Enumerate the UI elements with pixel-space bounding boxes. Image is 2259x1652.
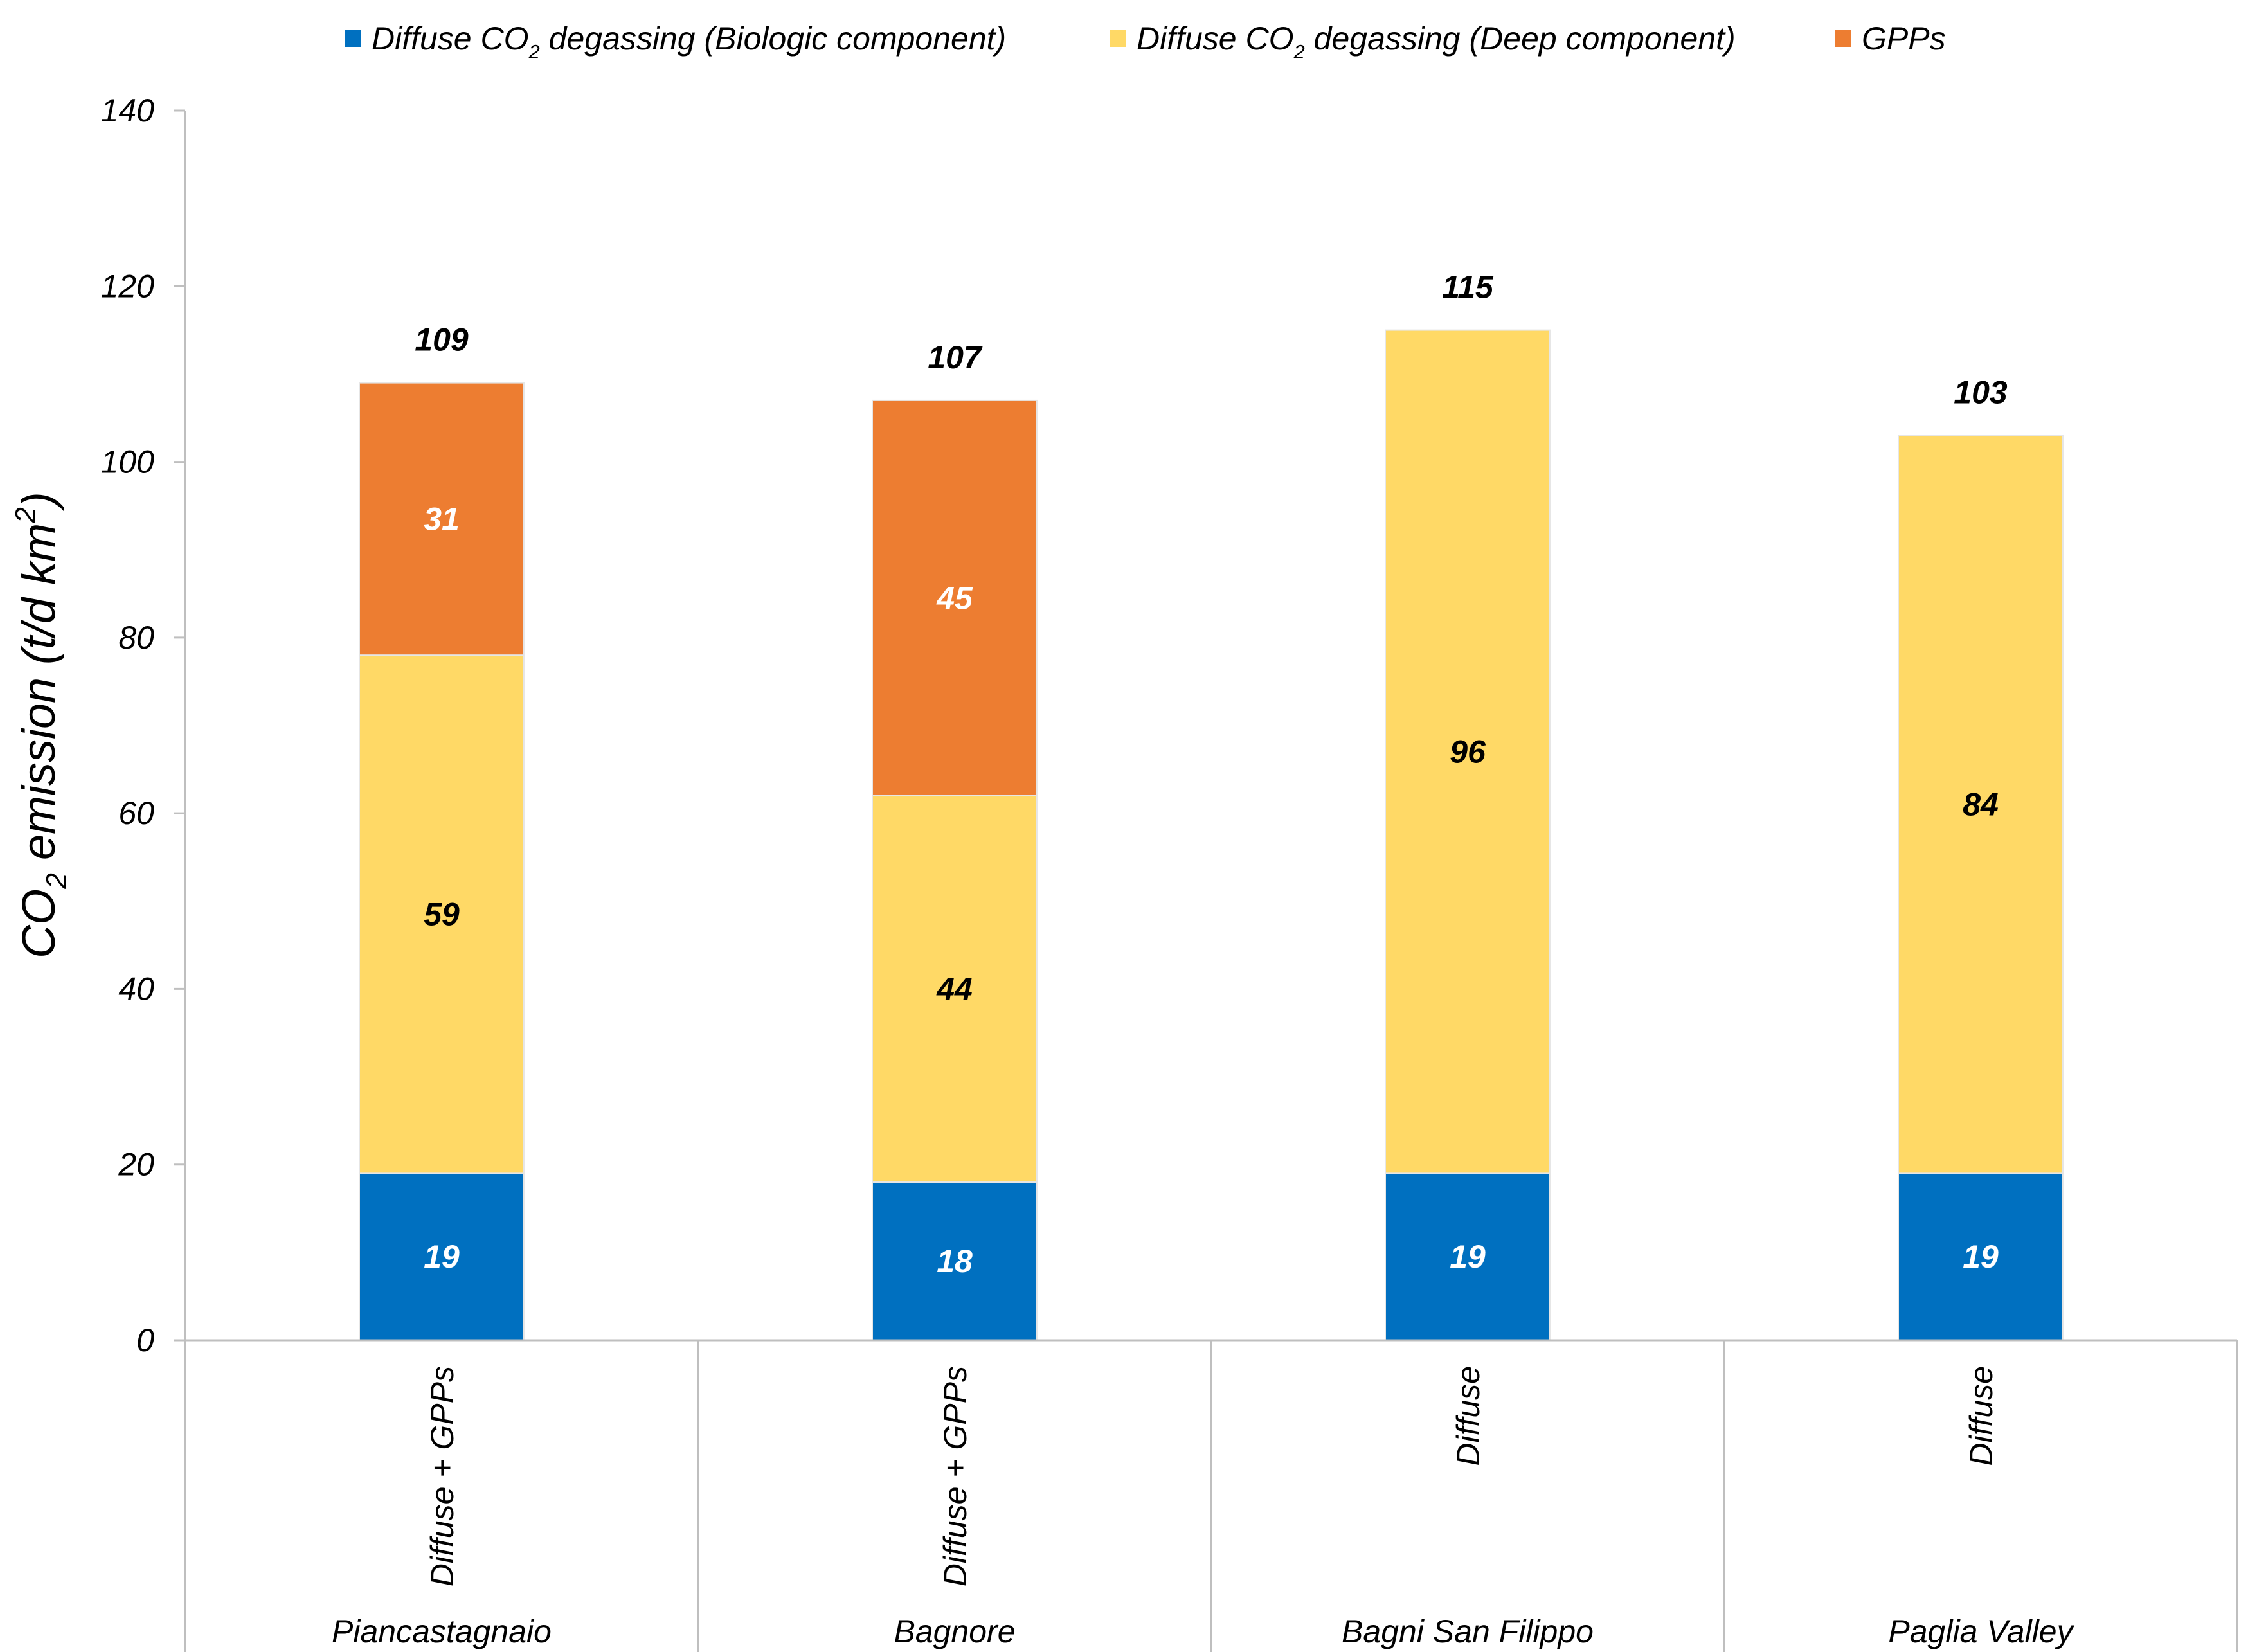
y-tick-label: 140 bbox=[101, 93, 155, 129]
bar-segment-label: 31 bbox=[424, 501, 460, 537]
x-subcategory-label: Diffuse + GPPs bbox=[424, 1366, 460, 1586]
bar-group-paglia-valley: 19 84 103 bbox=[1898, 375, 2064, 1341]
y-tick-label: 120 bbox=[101, 268, 155, 304]
y-axis: 0 20 40 60 80 100 120 140 bbox=[101, 93, 186, 1652]
legend-item: Diffuse CO2 degassing (Biologic componen… bbox=[345, 21, 1006, 63]
bar-segment bbox=[359, 382, 525, 656]
y-tick-label: 60 bbox=[118, 795, 154, 831]
bars: 19 59 31 109 18 44 45 107 19 96 115 19 84 103 bbox=[359, 269, 2064, 1341]
x-subcategory-label: Diffuse bbox=[1450, 1366, 1486, 1466]
x-category-label: Paglia Valley bbox=[1888, 1613, 2074, 1649]
bar-segment-label: 18 bbox=[937, 1243, 973, 1279]
y-tick-label: 0 bbox=[136, 1322, 154, 1358]
x-subcategory-label: Diffuse bbox=[1963, 1366, 1999, 1466]
y-tick-label: 100 bbox=[101, 444, 155, 480]
legend: Diffuse CO2 degassing (Biologic componen… bbox=[345, 21, 1946, 63]
y-tick-label: 20 bbox=[118, 1147, 154, 1183]
bar-segment bbox=[1898, 435, 2064, 1174]
bar-segment bbox=[359, 1172, 525, 1341]
legend-label: Diffuse CO2 degassing (Biologic componen… bbox=[372, 21, 1006, 63]
legend-swatch bbox=[345, 30, 361, 47]
bar-segment bbox=[1898, 1172, 2064, 1341]
bar-segment-label: 59 bbox=[424, 896, 460, 932]
bar-segment-label: 19 bbox=[1450, 1239, 1486, 1275]
bar-group-piancastagnaio: 19 59 31 109 bbox=[359, 322, 525, 1341]
bar-segment bbox=[872, 795, 1038, 1183]
legend-label: Diffuse CO2 degassing (Deep component) bbox=[1137, 21, 1736, 63]
bar-segment bbox=[359, 654, 525, 1174]
legend-item: GPPs bbox=[1835, 21, 1946, 57]
legend-item: Diffuse CO2 degassing (Deep component) bbox=[1110, 21, 1736, 63]
x-category-label: Piancastagnaio bbox=[332, 1613, 552, 1649]
y-tick-label: 40 bbox=[118, 971, 154, 1007]
x-category-label: Bagni San Filippo bbox=[1342, 1613, 1594, 1649]
y-axis-label: CO2 emission (t/d km2) bbox=[10, 492, 73, 958]
y-tick-label: 80 bbox=[118, 620, 154, 656]
bar-group-bagni-san-filippo: 19 96 115 bbox=[1385, 269, 1551, 1341]
legend-label: GPPs bbox=[1862, 21, 1946, 57]
bar-segment bbox=[1385, 329, 1551, 1174]
bar-segment-label: 96 bbox=[1450, 733, 1486, 769]
legend-swatch bbox=[1835, 30, 1851, 47]
bar-total-label: 115 bbox=[1442, 269, 1494, 305]
bar-total-label: 107 bbox=[928, 339, 983, 375]
bar-segment-label: 19 bbox=[1963, 1239, 1999, 1275]
bar-total-label: 103 bbox=[1954, 375, 2008, 411]
x-category-label: Bagnore bbox=[894, 1613, 1015, 1649]
bar-group-bagnore: 18 44 45 107 bbox=[872, 339, 1038, 1341]
bar-total-label: 109 bbox=[415, 322, 469, 358]
bar-segment-label: 44 bbox=[936, 971, 973, 1007]
bar-segment-label: 45 bbox=[936, 580, 973, 616]
x-subcategory-label: Diffuse + GPPs bbox=[937, 1366, 973, 1586]
bar-segment-label: 84 bbox=[1963, 786, 1999, 822]
bar-segment bbox=[872, 399, 1038, 796]
legend-swatch bbox=[1110, 30, 1126, 47]
x-axis: Diffuse + GPPs Piancastagnaio Diffuse + GP… bbox=[185, 1339, 2238, 1652]
bar-segment-label: 19 bbox=[424, 1239, 460, 1275]
